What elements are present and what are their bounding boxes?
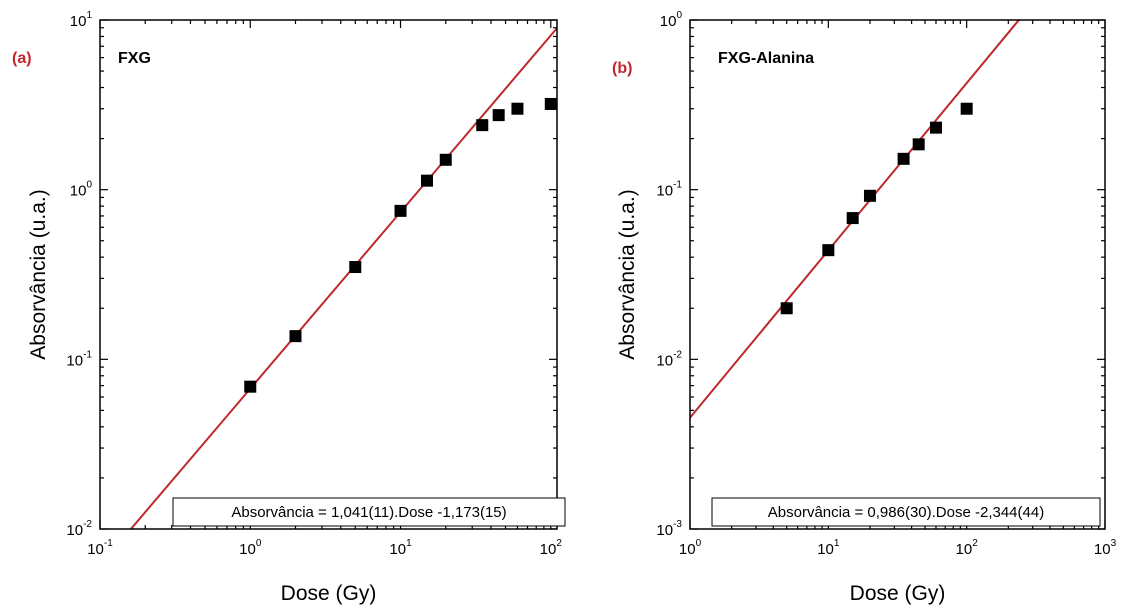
data-point	[960, 102, 973, 115]
data-point	[244, 380, 257, 393]
y-axis-title: Absorvância (u.a.)	[616, 189, 639, 359]
data-point	[912, 138, 925, 151]
x-tick-label: 101	[817, 538, 840, 558]
fit-line	[129, 26, 557, 529]
data-point	[780, 302, 793, 315]
data-point	[846, 212, 859, 225]
y-tick-label: 100	[70, 180, 93, 200]
y-tick-label: 10-2	[66, 519, 92, 539]
y-tick-label: 10-2	[656, 349, 682, 369]
data-point	[420, 174, 433, 187]
x-tick-label: 100	[239, 538, 262, 558]
equation-box	[172, 497, 566, 527]
data-point	[289, 330, 302, 343]
x-tick-label: 101	[389, 538, 412, 558]
x-tick-label: 10-1	[87, 538, 113, 558]
data-point	[394, 204, 407, 217]
fit-equation: Absorvância = 1,041(11).Dose -1,173(15)	[231, 504, 506, 521]
fit-line	[690, 20, 1021, 420]
panel-letter: (b)	[612, 60, 632, 77]
y-axis-title: Absorvância (u.a.)	[27, 189, 50, 359]
y-tick-label: 101	[70, 10, 93, 30]
plot-frame	[689, 19, 1106, 530]
y-tick-label: 10-1	[656, 180, 682, 200]
chart-panel-b: 100 101 102 103 10-3 10-2 10-1 100 Dose (Gy) Abso…	[612, 10, 1117, 605]
x-tick-label: 102	[956, 538, 979, 558]
x-tick-label: 103	[1094, 538, 1117, 558]
x-axis-title: Dose (Gy)	[281, 582, 377, 605]
x-tick-label: 100	[679, 538, 702, 558]
fit-equation: Absorvância = 0,986(30).Dose -2,344(44)	[768, 504, 1044, 521]
y-tick-label: 10-1	[66, 349, 92, 369]
panel-title: FXG	[118, 50, 151, 67]
x-axis-title: Dose (Gy)	[850, 582, 946, 605]
data-point	[349, 261, 362, 274]
equation-box	[711, 497, 1101, 527]
data-point	[492, 109, 505, 122]
panel-title: FXG-Alanina	[718, 50, 814, 67]
data-point	[863, 189, 876, 202]
y-tick-label: 100	[660, 10, 683, 30]
y-tick-label: 10-3	[656, 519, 682, 539]
data-point	[544, 97, 557, 110]
x-tick-label: 102	[540, 538, 563, 558]
data-point	[511, 102, 524, 115]
data-point	[439, 153, 452, 166]
data-point	[897, 152, 910, 165]
data-point	[929, 121, 942, 134]
panel-letter: (a)	[12, 50, 32, 67]
data-point	[822, 244, 835, 257]
data-point	[476, 119, 489, 132]
plot-frame	[99, 19, 558, 530]
